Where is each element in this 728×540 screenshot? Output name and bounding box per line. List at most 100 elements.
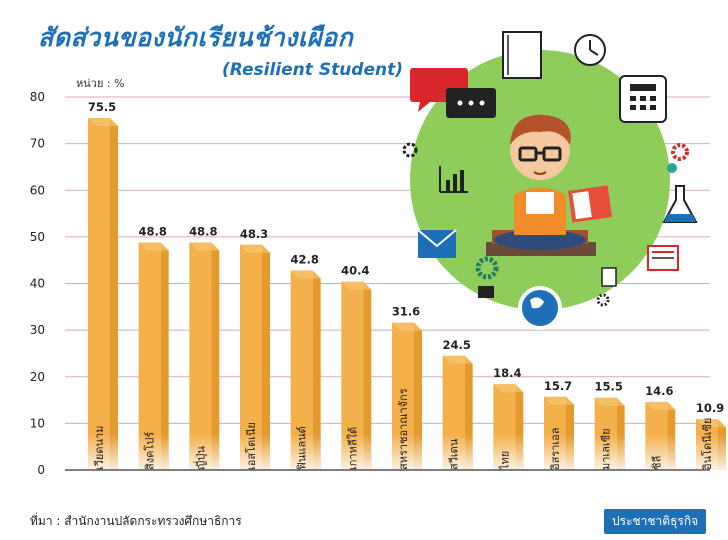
bar-fade [493, 434, 524, 470]
y-tick-label: 80 [30, 90, 45, 104]
bar-fade [189, 434, 220, 470]
bar-fade [696, 434, 726, 470]
bar-fade [645, 434, 676, 470]
value-label: 48.3 [240, 227, 268, 241]
value-label: 14.6 [645, 384, 673, 398]
bar-fade [88, 434, 118, 470]
bar-side [312, 270, 321, 470]
bar-top [544, 396, 574, 405]
bar [442, 355, 473, 470]
bar [544, 396, 574, 470]
bar-front [240, 244, 262, 470]
bar-side [414, 322, 422, 470]
value-label: 15.7 [544, 379, 572, 393]
bar-side [160, 242, 169, 470]
y-tick-label: 70 [30, 137, 45, 151]
bar-top [290, 270, 321, 279]
category-label: ญี่ปุ่น [192, 446, 207, 470]
gear-icon [402, 142, 689, 307]
bar-top [696, 419, 726, 428]
bar-front [341, 281, 364, 470]
boy-reading-icon [486, 114, 613, 256]
category-label: สิงคโปร์ [143, 432, 157, 471]
y-tick-label: 10 [30, 416, 45, 430]
value-label: 31.6 [392, 305, 420, 319]
category-labels: เวียดนาม สิงคโปร์ ญี่ปุ่น เอสโตเนีย ฟินแลนด์… [93, 388, 714, 471]
y-tick-label: 0 [37, 463, 45, 477]
brand-badge: ประชาชาติธุรกิจ [604, 509, 707, 534]
category-label: ไทย [498, 451, 511, 471]
notebook-icon [502, 31, 542, 79]
document-icon [601, 245, 679, 287]
bar-fade [240, 434, 270, 470]
bar-top [493, 384, 524, 393]
bar-front [290, 270, 313, 470]
y-tick-label: 40 [30, 277, 45, 291]
bar-top [594, 397, 625, 406]
category-label: อิสราเอล [549, 427, 562, 470]
unit-label: หน่วย : % [76, 77, 125, 90]
category-label: สวีเดน [448, 438, 461, 470]
bar-top [240, 244, 270, 253]
bar-fade [341, 434, 372, 470]
bar [138, 242, 169, 470]
bar-front [392, 322, 414, 470]
value-label: 42.8 [290, 252, 318, 266]
chart-subtitle: (Resilient Student) [222, 60, 403, 80]
envelope-icon [417, 229, 494, 298]
value-label: 24.5 [442, 338, 470, 352]
y-axis: 0 10 20 30 40 50 60 70 80 [30, 90, 45, 477]
bar-side [211, 242, 220, 470]
bar [493, 384, 524, 470]
y-tick-label: 50 [30, 230, 45, 244]
illustration [402, 31, 698, 330]
bar-top [138, 242, 169, 251]
bar [240, 244, 270, 470]
bar [341, 281, 372, 470]
bars [88, 117, 726, 470]
y-tick-label: 30 [30, 323, 45, 337]
bar-fade [544, 434, 574, 470]
bar-side [110, 117, 118, 470]
bar-front [189, 242, 212, 470]
bar-side [262, 244, 270, 470]
bar-top [189, 242, 220, 251]
bar-fade [594, 434, 625, 470]
category-label: มาเลเซีย [600, 428, 613, 470]
chart-icon [439, 166, 468, 193]
value-label: 75.5 [88, 100, 116, 114]
bar-fade [392, 434, 422, 470]
bar-front [138, 242, 161, 470]
clock-icon [574, 34, 606, 66]
category-label: เอสโตเนีย [244, 422, 258, 470]
value-label: 48.8 [189, 224, 217, 238]
bar-fade [290, 434, 321, 470]
bar-top [392, 322, 422, 331]
chart-title: สัดส่วนของนักเรียนช้างเผือก [38, 23, 354, 52]
value-label: 10.9 [696, 401, 724, 415]
value-label: 48.8 [138, 224, 166, 238]
bar-top [88, 117, 118, 126]
value-label: 18.4 [493, 366, 521, 380]
bar-top [442, 355, 473, 364]
y-tick-label: 60 [30, 183, 45, 197]
bar [645, 401, 676, 470]
category-label: เวียดนาม [93, 426, 106, 470]
bar [290, 270, 321, 470]
bar-fade [138, 434, 169, 470]
category-label: เกาหลีใต้ [346, 427, 359, 470]
source-note: ที่มา : สำนักงานปลัดกระทรวงศึกษาธิการ [30, 514, 242, 528]
bar [392, 322, 422, 470]
category-label: ชิลี [650, 456, 663, 470]
value-labels: 75.5 48.8 48.8 48.3 42.8 40.4 31.6 24.5 18.4 15.7… [88, 100, 724, 415]
value-label: 15.5 [594, 380, 622, 394]
bar [594, 397, 625, 470]
bar-front [88, 117, 110, 470]
bar-top [341, 281, 372, 290]
y-tick-label: 20 [30, 370, 45, 384]
category-label: ฟินแลนด์ [296, 426, 309, 470]
bar-top [645, 401, 676, 410]
bar-fade [442, 434, 473, 470]
bar [88, 117, 118, 470]
chat-icon [410, 68, 496, 118]
